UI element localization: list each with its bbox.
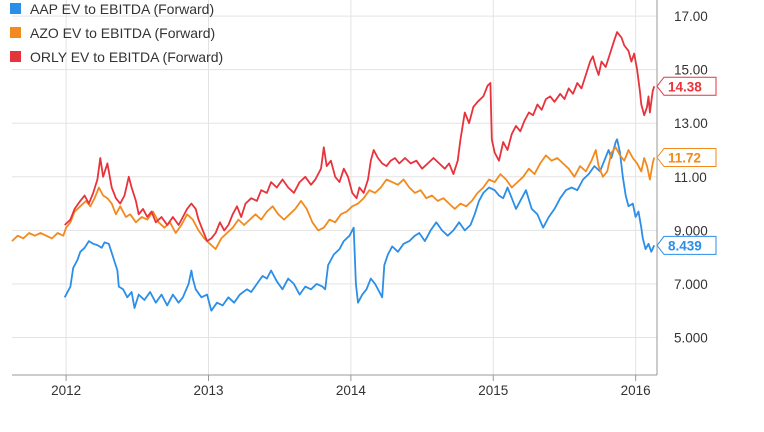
series-line-1 [11,146,656,250]
legend-swatch [10,51,21,62]
end-label-box [656,76,717,96]
y-tick-label: 9.000 [674,223,708,238]
end-value-label: 11.72 [668,151,701,166]
end-label-box [656,235,717,255]
x-tick-label: 2012 [51,383,81,398]
legend: AAP EV to EBITDA (Forward) AZO EV to EBIT… [10,1,223,65]
legend-label: AZO EV to EBITDA (Forward) [30,25,215,41]
y-tick-label: 13.00 [674,116,708,131]
legend-label: ORLY EV to EBITDA (Forward) [30,49,223,65]
y-tick-label: 5.000 [674,331,708,346]
x-tick-label: 2015 [478,383,508,398]
end-value-label: 14.38 [668,79,702,94]
series-layer [11,31,656,312]
series-line-2 [64,31,656,242]
x-axis-ticks: 2012 2013 2014 2015 2016 [51,383,651,398]
axes [12,0,658,381]
x-tick-label: 2016 [621,383,651,398]
end-labels: 8.439 11.72 14.38 [656,76,717,255]
legend-swatch [10,27,21,38]
series-line-0 [63,138,656,312]
x-tick-label: 2013 [193,383,223,398]
y-tick-label: 15.00 [674,63,708,78]
legend-label: AAP EV to EBITDA (Forward) [30,1,214,17]
y-axis-ticks: 5.000 7.000 9.000 11.00 13.00 15.00 17.00 [674,9,708,345]
y-tick-label: 7.000 [674,277,708,292]
end-value-label: 8.439 [668,238,702,253]
x-tick-label: 2014 [336,383,367,398]
y-tick-label: 11.00 [674,170,707,185]
legend-swatch [10,3,21,14]
end-label-box [656,148,717,167]
y-tick-label: 17.00 [674,9,708,24]
